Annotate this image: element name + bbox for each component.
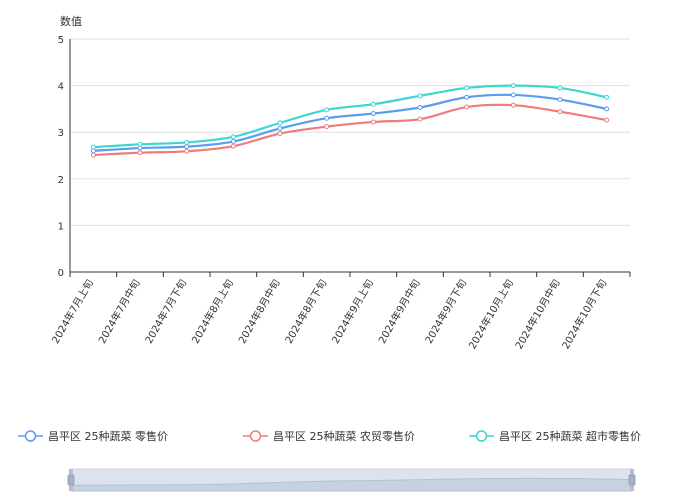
data-point[interactable]: [464, 94, 470, 100]
data-point[interactable]: [604, 106, 610, 112]
data-point[interactable]: [510, 102, 516, 108]
data-point[interactable]: [417, 105, 423, 111]
data-point[interactable]: [464, 104, 470, 110]
data-point[interactable]: [370, 101, 376, 107]
grid-lines: [70, 38, 630, 226]
data-point[interactable]: [604, 94, 610, 100]
data-point[interactable]: [324, 107, 330, 113]
x-tick-label: 2024年9月中旬: [375, 277, 422, 346]
y-tick-label: 3: [58, 128, 64, 139]
x-tick-label: 2024年8月中旬: [235, 277, 282, 346]
x-tick-label: 2024年8月上旬: [189, 277, 236, 346]
data-point[interactable]: [90, 152, 96, 158]
series-line[interactable]: [93, 93, 607, 152]
data-point[interactable]: [230, 143, 236, 149]
legend[interactable]: 昌平区 25种蔬菜 零售价 昌平区 25种蔬菜 农贸零售价 昌平区 25种蔬菜 超市…: [18, 429, 641, 443]
series-lines: [90, 83, 610, 158]
data-point[interactable]: [464, 85, 470, 91]
data-point[interactable]: [184, 148, 190, 154]
y-axis-title: 数值: [60, 15, 82, 28]
data-point[interactable]: [557, 97, 563, 103]
data-point[interactable]: [184, 144, 190, 150]
data-point[interactable]: [277, 120, 283, 126]
legend-marker-icon: [24, 430, 37, 442]
y-tick-label: 0: [58, 268, 64, 279]
legend-marker-icon: [475, 430, 488, 442]
x-tick-label: 2024年8月下旬: [282, 277, 329, 346]
data-point[interactable]: [417, 116, 423, 122]
x-tick-label: 2024年9月下旬: [422, 277, 469, 346]
zoom-handle-grip[interactable]: [67, 474, 75, 486]
data-point[interactable]: [324, 115, 330, 121]
data-point[interactable]: [557, 85, 563, 91]
data-point[interactable]: [510, 83, 516, 89]
data-point[interactable]: [604, 117, 610, 123]
data-point[interactable]: [510, 92, 516, 98]
y-tick-label: 5: [58, 35, 64, 46]
y-tick-label: 4: [58, 82, 64, 93]
x-tick-label: 2024年9月上旬: [329, 277, 376, 346]
data-point[interactable]: [277, 131, 283, 137]
y-tick-label: 1: [58, 221, 64, 232]
data-point[interactable]: [184, 139, 190, 145]
data-zoom-slider[interactable]: [67, 468, 636, 492]
x-tick-label: 2024年10月下旬: [559, 277, 609, 351]
data-point[interactable]: [557, 109, 563, 115]
data-point[interactable]: [137, 150, 143, 156]
data-point[interactable]: [90, 144, 96, 150]
zoom-handle-grip[interactable]: [628, 474, 636, 486]
data-point[interactable]: [230, 134, 236, 140]
data-point[interactable]: [277, 125, 283, 131]
legend-item[interactable]: 昌平区 25种蔬菜 农贸零售价: [243, 429, 415, 443]
data-point[interactable]: [324, 124, 330, 130]
x-tick-label: 2024年10月上旬: [466, 277, 516, 351]
data-point[interactable]: [137, 141, 143, 147]
data-point[interactable]: [230, 139, 236, 145]
x-tick-label: 2024年7月上旬: [49, 277, 96, 346]
series-line[interactable]: [93, 103, 607, 157]
series-group: [90, 92, 610, 154]
data-point[interactable]: [370, 119, 376, 125]
legend-label: 昌平区 25种蔬菜 超市零售价: [499, 429, 641, 443]
legend-item[interactable]: 昌平区 25种蔬菜 超市零售价: [469, 429, 641, 443]
series-group: [90, 102, 610, 158]
data-point[interactable]: [370, 111, 376, 117]
series-group: [90, 83, 610, 150]
series-line[interactable]: [93, 84, 607, 149]
x-tick-label: 2024年7月中旬: [95, 277, 142, 346]
legend-item[interactable]: 昌平区 25种蔬菜 零售价: [18, 429, 168, 443]
y-tick-label: 2: [58, 175, 64, 186]
x-tick-label: 2024年7月下旬: [142, 277, 189, 346]
legend-marker-icon: [249, 430, 262, 442]
x-tick-label: 2024年10月中旬: [512, 277, 562, 351]
data-point[interactable]: [417, 93, 423, 99]
legend-label: 昌平区 25种蔬菜 零售价: [48, 429, 168, 443]
legend-label: 昌平区 25种蔬菜 农贸零售价: [273, 429, 415, 443]
